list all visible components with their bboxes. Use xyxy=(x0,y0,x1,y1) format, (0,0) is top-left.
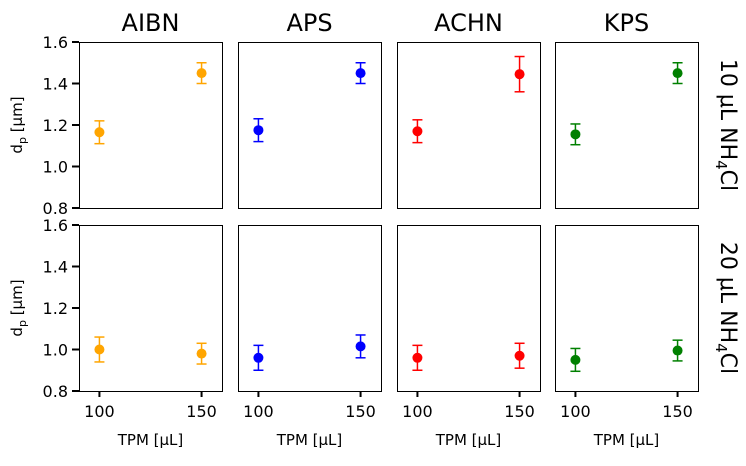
x-axis-label: TPM [μL] xyxy=(276,431,343,449)
column-title-aibn: AIBN xyxy=(122,9,180,37)
data-point-r1-c0-0 xyxy=(94,344,105,355)
panel-frame-r0-c2 xyxy=(397,42,541,209)
data-point-r1-c2-1 xyxy=(514,350,525,361)
y-tick-label: 1.4 xyxy=(43,75,68,94)
x-tick-label: 100 xyxy=(560,402,591,421)
data-point-r1-c0-1 xyxy=(196,348,207,359)
data-point-r1-c3-1 xyxy=(672,345,683,356)
y-tick-label: 1.6 xyxy=(43,33,68,52)
data-point-r0-c3-0 xyxy=(570,129,581,140)
data-point-r0-c1-1 xyxy=(355,68,366,79)
y-tick-label: 0.8 xyxy=(43,199,68,218)
panel-frame-r0-c3 xyxy=(555,42,699,209)
panel-frame-r1-c0 xyxy=(79,225,223,392)
panel-frame-r1-c3 xyxy=(555,225,699,392)
y-tick-label: 1.2 xyxy=(43,116,68,135)
x-tick-label: 100 xyxy=(84,402,115,421)
x-tick-label: 150 xyxy=(186,402,217,421)
x-axis-label: TPM [μL] xyxy=(117,431,184,449)
data-point-r0-c2-0 xyxy=(412,126,423,137)
y-axis-label: dp [μm] xyxy=(8,96,29,153)
y-tick-label: 1.6 xyxy=(43,216,68,235)
column-title-achn: ACHN xyxy=(434,9,503,37)
data-point-r0-c1-0 xyxy=(253,125,264,136)
data-point-r1-c2-0 xyxy=(412,352,423,363)
panel-frame-r0-c1 xyxy=(238,42,382,209)
row-title-1: 20 μL NH4Cl xyxy=(712,242,740,374)
x-tick-label: 100 xyxy=(243,402,274,421)
data-point-r1-c1-0 xyxy=(253,352,264,363)
row-title-0: 10 μL NH4Cl xyxy=(712,59,740,191)
y-tick-label: 1.0 xyxy=(43,341,68,360)
x-tick-label: 150 xyxy=(504,402,535,421)
data-point-r0-c3-1 xyxy=(672,68,683,79)
x-axis-label: TPM [μL] xyxy=(593,431,660,449)
column-title-aps: APS xyxy=(286,9,332,37)
x-tick-label: 150 xyxy=(345,402,376,421)
data-point-r0-c2-1 xyxy=(514,69,525,80)
y-tick-label: 1.0 xyxy=(43,158,68,177)
panel-frame-r1-c1 xyxy=(238,225,382,392)
panel-frame-r0-c0 xyxy=(79,42,223,209)
y-tick-label: 0.8 xyxy=(43,382,68,401)
y-tick-label: 1.4 xyxy=(43,258,68,277)
column-title-kps: KPS xyxy=(604,9,649,37)
x-tick-label: 100 xyxy=(402,402,433,421)
x-tick-label: 150 xyxy=(662,402,693,421)
panel-frame-r1-c2 xyxy=(397,225,541,392)
data-point-r0-c0-1 xyxy=(196,68,207,79)
data-point-r1-c3-0 xyxy=(570,354,581,365)
y-tick-label: 1.2 xyxy=(43,299,68,318)
data-point-r0-c0-0 xyxy=(94,127,105,138)
data-point-r1-c1-1 xyxy=(355,341,366,352)
x-axis-label: TPM [μL] xyxy=(435,431,502,449)
y-axis-label: dp [μm] xyxy=(8,279,29,336)
